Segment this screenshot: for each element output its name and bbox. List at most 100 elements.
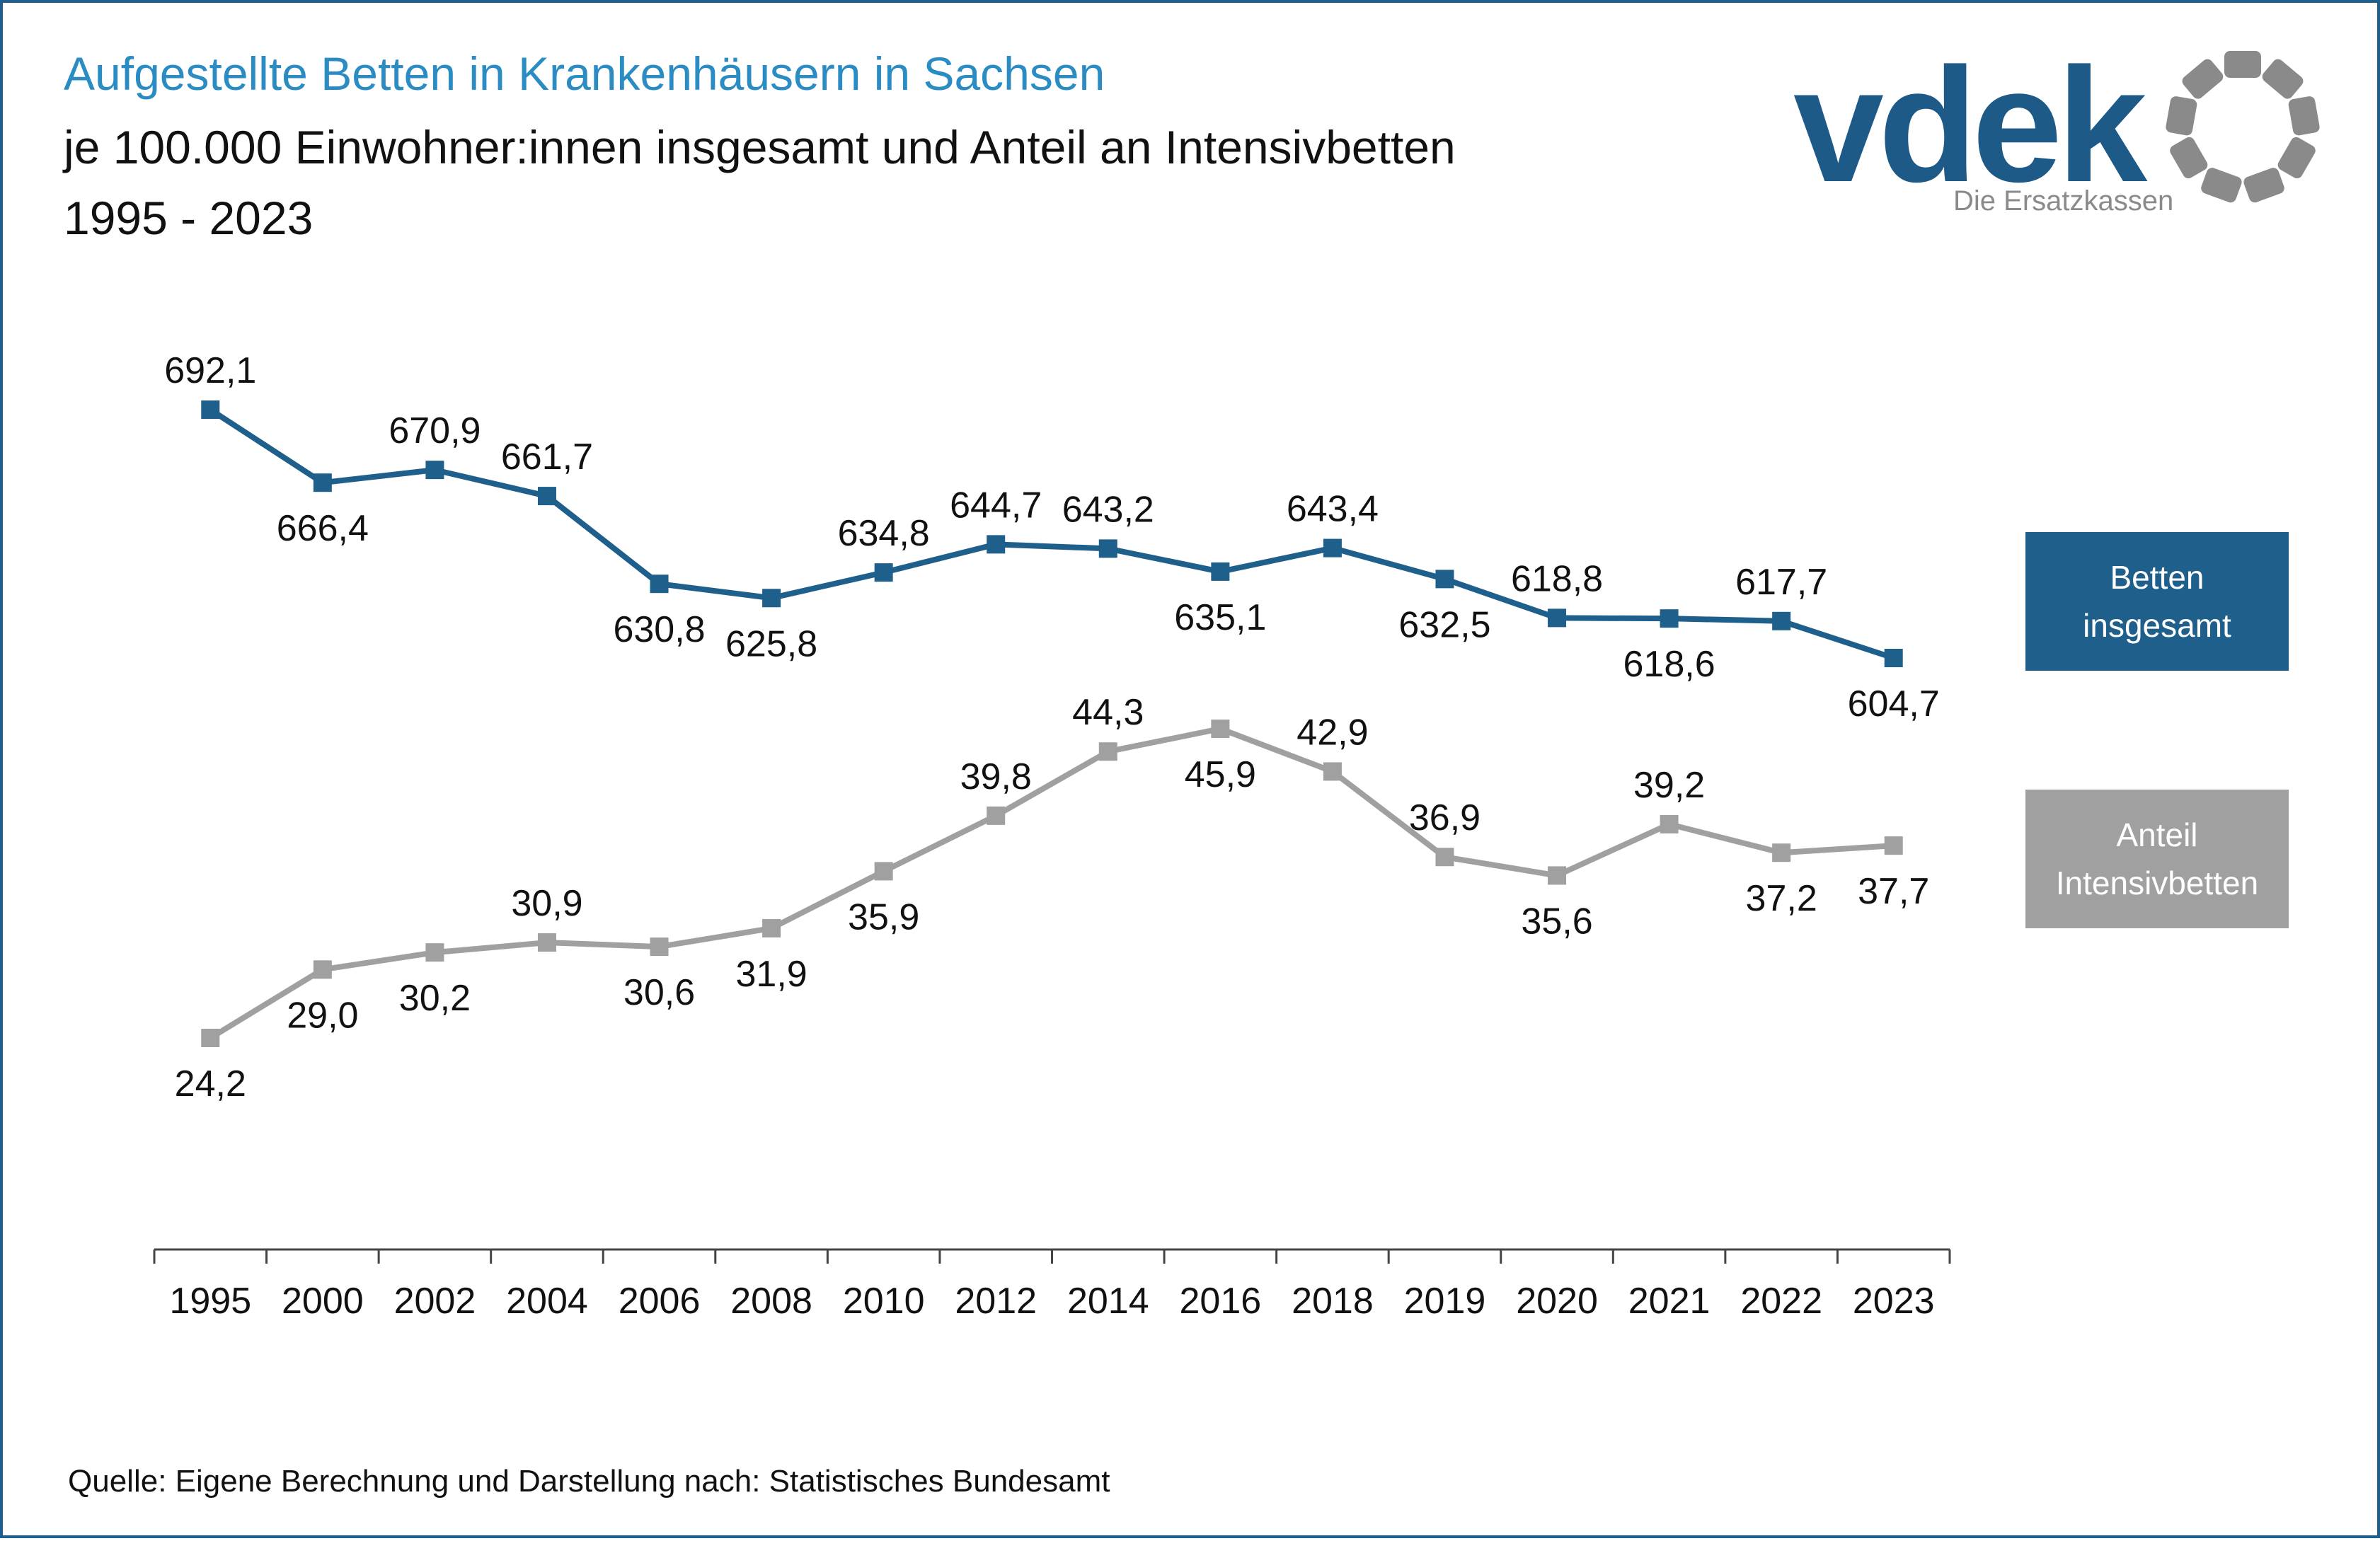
data-label-anteil: 39,8 — [960, 756, 1032, 797]
x-tick-label-2014: 2014 — [1067, 1281, 1149, 1322]
x-tick-label-2021: 2021 — [1628, 1281, 1711, 1322]
logo-ring-segment — [2262, 59, 2304, 99]
data-label-betten: 632,5 — [1398, 604, 1490, 645]
logo-tagline: Die Ersatzkassen — [1953, 185, 2174, 217]
data-label-anteil: 35,6 — [1521, 901, 1592, 942]
logo-ring-segment — [2170, 137, 2208, 179]
legend-anteil: Anteil Intensivbetten — [2025, 790, 2289, 928]
data-point-betten — [1772, 611, 1791, 630]
logo-ring-segment — [2166, 96, 2197, 136]
x-tick-label-2023: 2023 — [1853, 1281, 1935, 1322]
data-label-betten: 604,7 — [1848, 683, 1940, 725]
data-point-anteil — [874, 862, 893, 881]
data-label-betten: 634,8 — [838, 513, 930, 554]
data-point-betten — [762, 589, 781, 608]
data-point-betten — [201, 400, 220, 419]
data-label-betten: 635,1 — [1174, 597, 1266, 638]
source-note: Quelle: Eigene Berechnung und Darstellun… — [68, 1464, 1110, 1499]
x-tick-label-1995: 1995 — [169, 1281, 251, 1322]
logo-ring-segment — [2288, 96, 2320, 136]
data-point-anteil — [425, 943, 444, 962]
data-point-betten — [874, 563, 893, 582]
data-point-anteil — [201, 1029, 220, 1047]
data-point-anteil — [1772, 843, 1791, 862]
data-point-betten — [1660, 609, 1679, 628]
series-line-betten — [209, 407, 1895, 661]
chart-title: Aufgestellte Betten in Krankenhäusern in… — [64, 47, 1105, 100]
data-label-anteil: 31,9 — [735, 954, 807, 995]
data-point-betten — [1323, 538, 1342, 558]
data-label-anteil: 39,2 — [1633, 765, 1705, 806]
x-tick-label-2000: 2000 — [282, 1281, 364, 1322]
data-point-betten — [650, 575, 669, 594]
line-chart: 1995 2000 2002 2004 2006 2008 2010 2012 2014 2016… — [153, 350, 1951, 1322]
data-label-anteil: 44,3 — [1072, 692, 1144, 733]
data-label-betten: 692,1 — [164, 350, 256, 391]
data-label-anteil: 45,9 — [1185, 754, 1256, 795]
chart-years: 1995 - 2023 — [64, 192, 314, 244]
data-point-anteil — [650, 937, 669, 957]
data-label-betten: 643,4 — [1287, 489, 1379, 530]
data-label-betten: 618,8 — [1511, 558, 1603, 599]
data-point-betten — [537, 487, 556, 506]
data-point-betten — [987, 535, 1006, 554]
logo-ring-segment — [2224, 51, 2261, 78]
data-label-anteil: 30,9 — [511, 883, 582, 924]
data-label-betten: 630,8 — [613, 609, 705, 650]
data-point-anteil — [1098, 742, 1117, 761]
data-label-betten: 670,9 — [389, 410, 481, 451]
data-label-betten: 666,4 — [277, 508, 369, 549]
data-label-betten: 661,7 — [501, 437, 593, 478]
data-point-anteil — [1884, 836, 1903, 855]
legend-betten: Betten insgesamt — [2025, 532, 2289, 671]
data-point-anteil — [1660, 814, 1679, 833]
data-point-betten — [1098, 539, 1117, 558]
data-point-anteil — [987, 806, 1006, 825]
logo-ring-segment — [2201, 168, 2242, 203]
data-point-anteil — [537, 933, 556, 952]
data-point-anteil — [1323, 762, 1342, 781]
data-point-betten — [1548, 608, 1567, 628]
data-point-anteil — [1548, 866, 1567, 885]
logo-ring-segment — [2243, 168, 2284, 203]
logo-wordmark: vdek — [1793, 34, 2147, 216]
data-label-anteil: 37,7 — [1858, 871, 1929, 912]
data-label-anteil: 30,6 — [623, 972, 695, 1013]
data-label-anteil: 37,2 — [1746, 878, 1817, 919]
data-label-betten: 643,2 — [1062, 489, 1154, 530]
data-label-anteil: 42,9 — [1297, 712, 1368, 753]
data-point-betten — [313, 473, 332, 492]
x-tick-label-2016: 2016 — [1180, 1281, 1262, 1322]
data-label-betten: 617,7 — [1735, 562, 1827, 603]
x-tick-label-2002: 2002 — [394, 1281, 476, 1322]
x-tick-label-2020: 2020 — [1516, 1281, 1598, 1322]
data-label-betten: 625,8 — [725, 623, 817, 664]
x-tick-label-2004: 2004 — [506, 1281, 588, 1322]
data-label-anteil: 24,2 — [175, 1063, 246, 1104]
logo-ring-segment — [2182, 59, 2224, 99]
data-label-anteil: 29,0 — [287, 995, 358, 1036]
x-tick-label-2018: 2018 — [1292, 1281, 1374, 1322]
data-label-anteil: 30,2 — [399, 978, 471, 1019]
data-point-anteil — [313, 960, 332, 979]
logo-ring-segment — [2277, 137, 2316, 179]
data-point-anteil — [1435, 848, 1454, 867]
data-point-betten — [1884, 649, 1903, 667]
data-point-anteil — [762, 918, 781, 937]
data-label-betten: 618,6 — [1623, 644, 1715, 685]
data-point-anteil — [1211, 720, 1230, 738]
data-point-betten — [1211, 562, 1230, 581]
data-label-anteil: 35,9 — [848, 896, 919, 937]
logo-ring-icon — [2166, 51, 2320, 203]
x-tick-label-2022: 2022 — [1740, 1281, 1822, 1322]
x-tick-label-2008: 2008 — [730, 1281, 812, 1322]
series-line-anteil — [209, 726, 1894, 1041]
x-tick-label-2019: 2019 — [1404, 1281, 1486, 1322]
data-point-betten — [425, 461, 444, 480]
data-point-betten — [1435, 570, 1454, 589]
x-tick-label-2010: 2010 — [843, 1281, 925, 1322]
data-label-betten: 644,7 — [950, 485, 1042, 526]
data-label-anteil: 36,9 — [1409, 797, 1481, 838]
chart-subtitle: je 100.000 Einwohner:innen insgesamt und… — [64, 121, 1456, 173]
